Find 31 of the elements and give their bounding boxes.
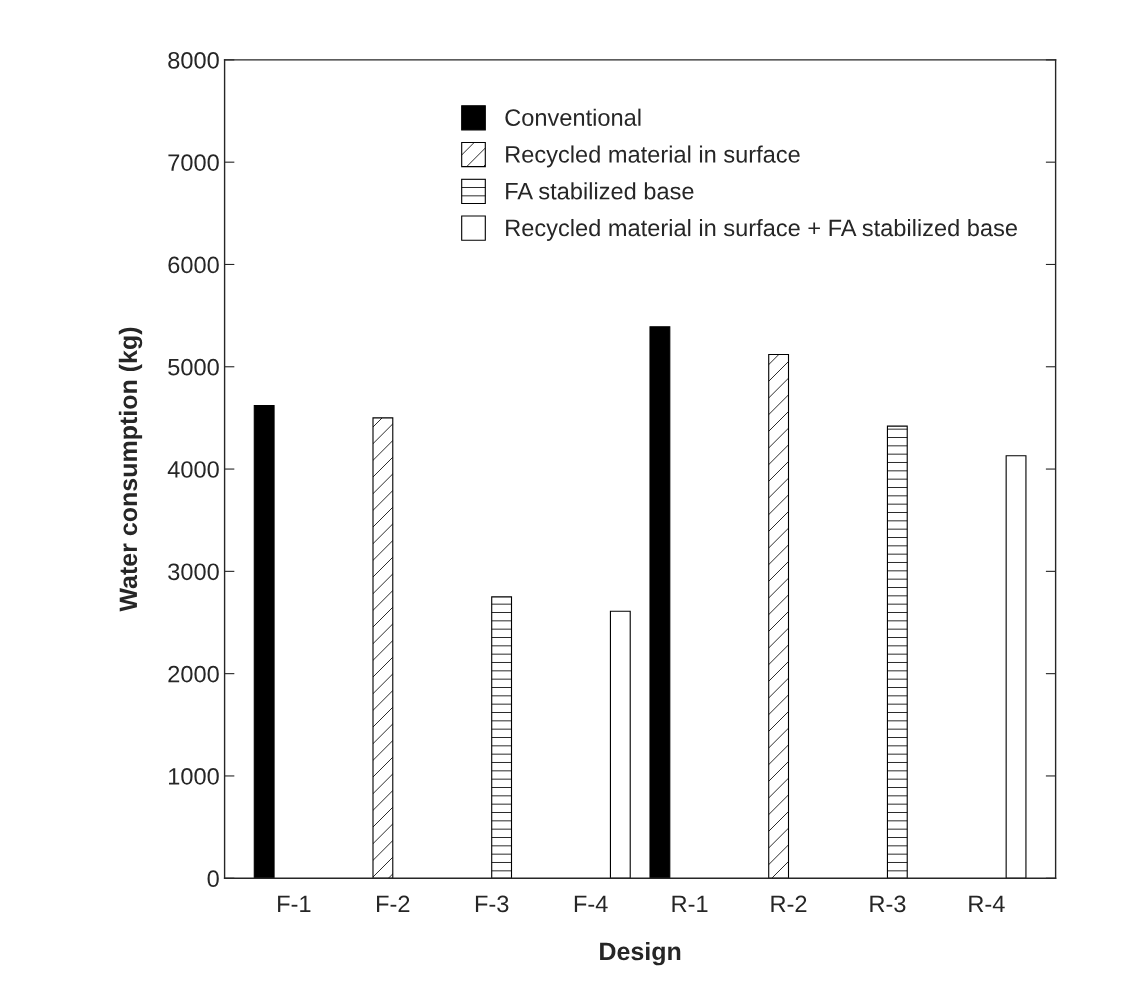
bar	[491, 596, 513, 879]
bar	[609, 610, 631, 879]
x-tick-label: F-1	[278, 895, 311, 913]
y-tick-label: 5000	[168, 358, 219, 376]
legend-label: FA stabilized base	[506, 182, 694, 200]
bar	[372, 417, 394, 879]
y-tick-label: 3000	[168, 563, 219, 581]
y-axis-title: Water consumption (kg)	[118, 327, 143, 612]
x-tick-label: R-4	[969, 895, 1005, 913]
legend-label: Conventional	[505, 108, 641, 126]
y-tick-label: 0	[207, 870, 219, 888]
x-tick-label: F-3	[475, 895, 509, 913]
x-axis-title: Design	[600, 941, 681, 966]
bar	[768, 353, 790, 879]
bar	[1005, 455, 1027, 879]
x-tick-label: F-2	[377, 895, 410, 913]
y-tick-label: 6000	[168, 256, 219, 274]
bar	[253, 405, 275, 879]
y-tick-label: 4000	[167, 461, 219, 478]
x-tick-label: F-4	[574, 895, 608, 913]
x-tick-label: R-1	[672, 895, 708, 913]
legend-label: Recycled material in surface + FA stabilized base	[506, 218, 1017, 241]
x-tick-label: R-2	[771, 895, 807, 913]
legend-label: Recycled material in surface	[506, 145, 800, 168]
bar	[649, 326, 671, 879]
y-tick-label: 8000	[168, 51, 219, 69]
y-tick-label: 1000	[169, 768, 219, 785]
y-tick-label: 7000	[168, 154, 219, 171]
bar	[886, 425, 908, 879]
y-tick-label: 2000	[168, 665, 219, 683]
x-tick-label: R-3	[870, 895, 906, 913]
